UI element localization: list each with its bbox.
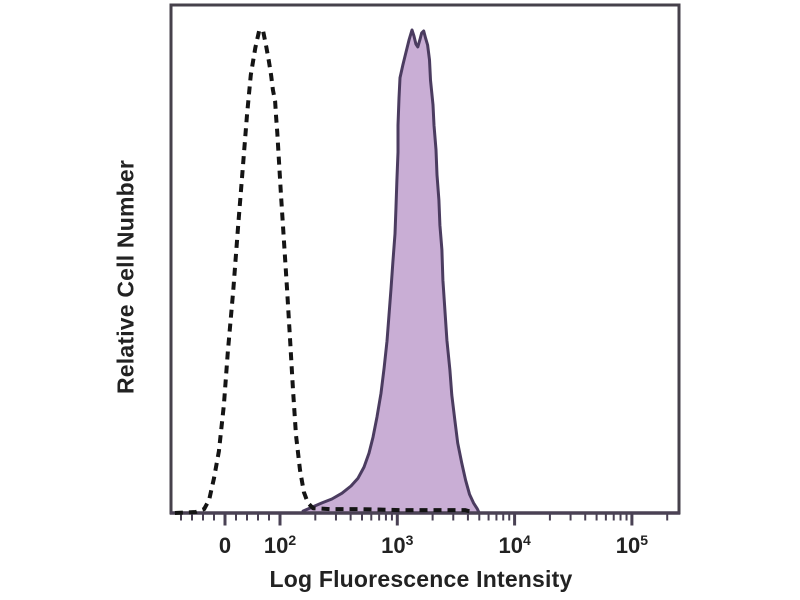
control-curve-layer — [174, 28, 475, 515]
x-tick-label: 103 — [381, 532, 414, 559]
axis-frame-and-ticks — [169, 3, 681, 526]
x-tick-exponent: 2 — [288, 532, 297, 548]
control-histogram-curve — [174, 28, 475, 515]
x-tick-base: 0 — [218, 533, 232, 558]
x-tick-base: 10 — [381, 533, 406, 558]
x-tick-base: 10 — [263, 533, 289, 558]
x-tick-label: 102 — [263, 532, 297, 559]
stained-histogram-curve — [301, 28, 481, 515]
x-tick-exponent: 3 — [405, 532, 414, 548]
x-tick-label: 105 — [615, 532, 649, 559]
x-tick-base: 10 — [498, 533, 523, 558]
histogram-curves — [301, 28, 481, 515]
x-axis-label: Log Fluorescence Intensity — [269, 566, 573, 592]
y-axis-label: Relative Cell Number — [112, 159, 139, 395]
x-tick-exponent: 5 — [640, 532, 649, 548]
x-tick-label: 104 — [498, 532, 531, 559]
x-tick-base: 10 — [615, 533, 641, 558]
x-tick-exponent: 4 — [522, 532, 531, 548]
x-tick-label: 0 — [219, 533, 231, 559]
